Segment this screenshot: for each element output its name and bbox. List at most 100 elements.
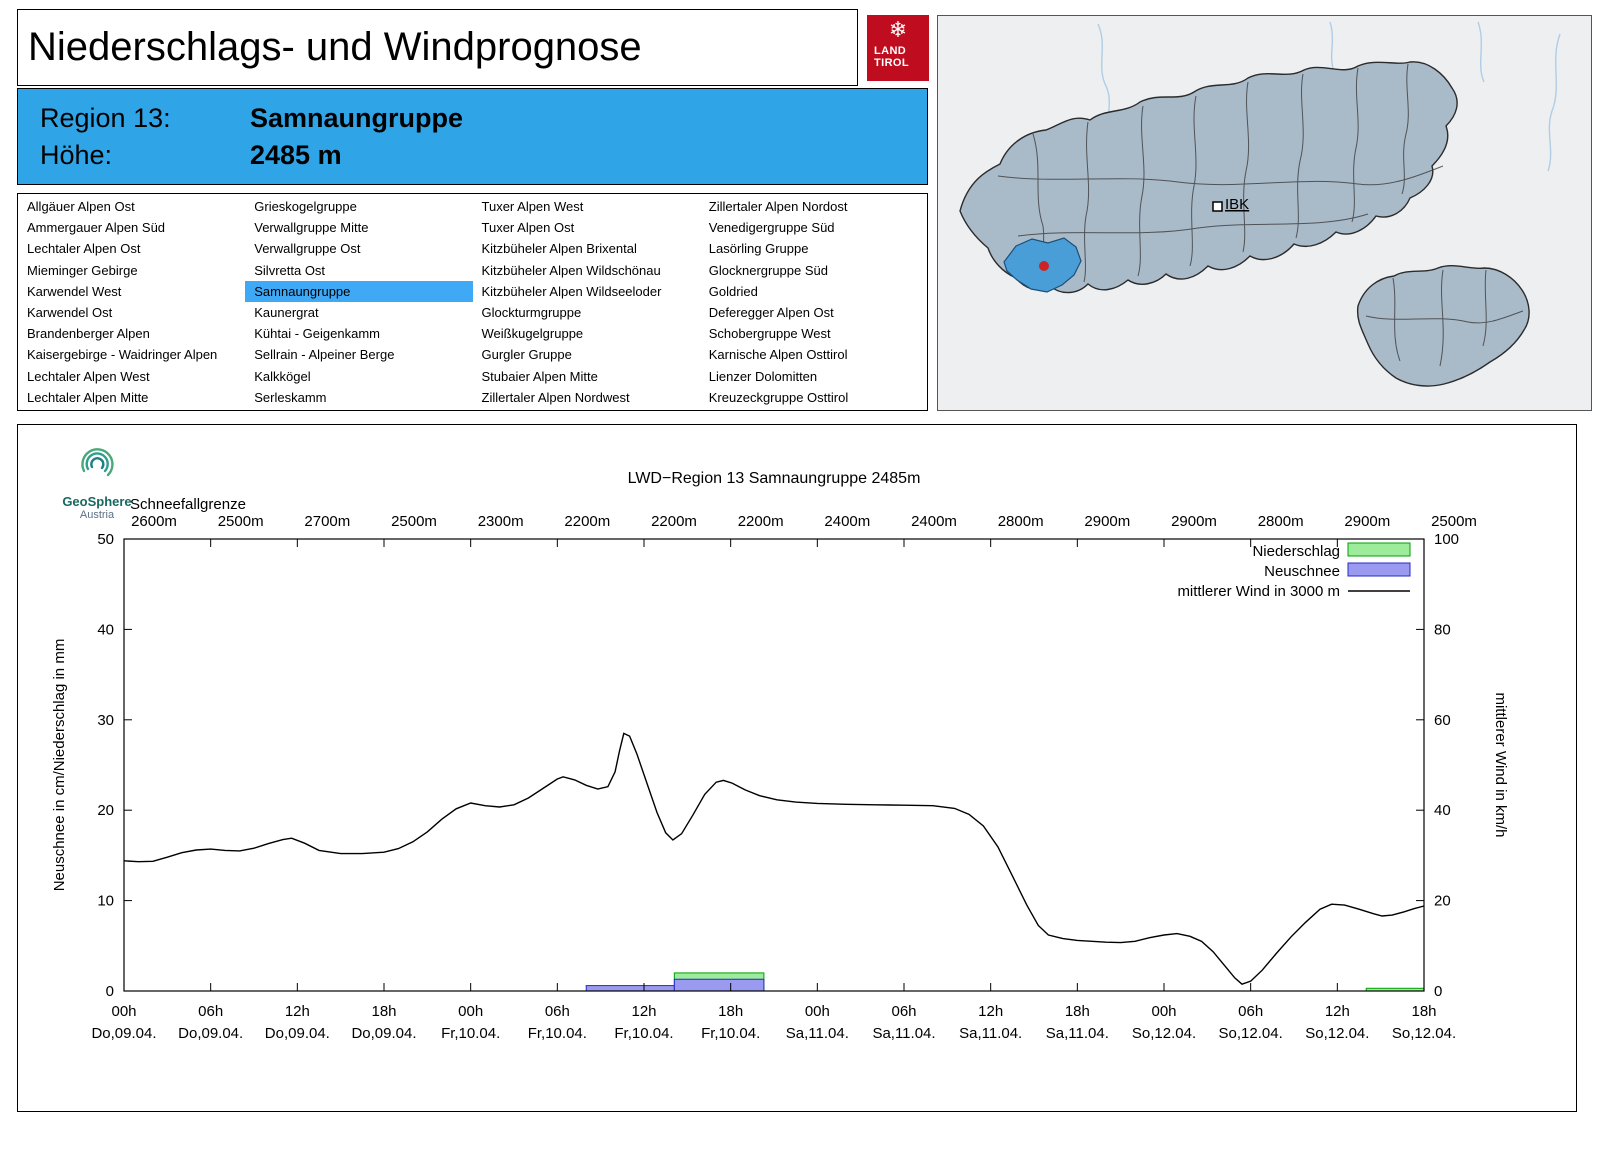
x-tick-date: Do,09.04. [265,1025,330,1042]
page-title: Niederschlags- und Windprognose [28,25,642,69]
x-tick-hour: 06h [1238,1003,1263,1020]
region-list-item[interactable]: Glockturmgruppe [481,305,582,321]
region-list-item[interactable]: Kitzbüheler Alpen Wildseeloder [481,283,662,299]
y-axis-label-left: Neuschnee in cm/Niederschlag in mm [51,639,68,892]
tirol-map-svg: IBK [938,16,1591,410]
region-list-item[interactable]: Deferegger Alpen Ost [708,305,834,321]
legend-swatch-neuschnee [1347,562,1411,577]
region-list-item[interactable]: Ammergauer Alpen Süd [27,220,166,236]
region-list-item[interactable]: Allgäuer Alpen Ost [27,199,135,215]
region-list-item[interactable]: Karwendel Ost [27,305,113,321]
neuschnee-bar [585,985,675,992]
region-list-item[interactable]: Lechtaler Alpen West [27,368,150,384]
region-list-item[interactable]: Schobergruppe West [708,326,831,342]
map-region-borders [997,63,1524,367]
x-tick-hour: 06h [545,1003,570,1020]
logo-line1: LAND [874,45,907,57]
region-list-item-selected[interactable]: Samnaungruppe [245,280,473,302]
region-list-item[interactable]: Kaisergebirge - Waidringer Alpen [27,347,218,363]
region-list-item[interactable]: Lechtaler Alpen Mitte [27,389,149,405]
region-list-item[interactable]: Tuxer Alpen West [481,199,584,215]
forecast-chart-svg: LWD−Region 13 Samnaungruppe 2485m Schneef… [51,470,1509,1042]
land-tirol-logo: ❄ LAND TIROL [867,15,929,81]
y-tick-left: 50 [97,531,114,548]
x-tick-date: So,12.04. [1305,1025,1369,1042]
region-list-item[interactable]: Karnische Alpen Osttirol [708,347,848,363]
tirol-map: IBK [937,15,1592,411]
x-tick-hour: 00h [805,1003,830,1020]
map-city-marker [1212,201,1223,212]
x-tick-hour: 00h [1151,1003,1176,1020]
snowline-value: 2500m [1431,513,1477,530]
snowline-value: 2400m [824,513,870,530]
region-list-item[interactable]: Kitzbüheler Alpen Brixental [481,241,637,257]
region-list-item[interactable]: Verwallgruppe Ost [254,241,361,257]
x-tick-hour: 18h [718,1003,743,1020]
y-tick-left: 40 [97,621,114,638]
snowline-value: 2700m [304,513,350,530]
snowline-value: 2900m [1084,513,1130,530]
region-list-item[interactable]: Lechtaler Alpen Ost [27,241,141,257]
region-list-item[interactable]: Kaunergrat [254,305,319,321]
snowline-value: 2300m [478,513,524,530]
y-tick-right: 20 [1434,893,1451,910]
region-label: Region 13: [40,103,171,133]
region-list-item[interactable]: Stubaier Alpen Mitte [481,368,598,384]
region-list-item[interactable]: Verwallgruppe Mitte [254,220,369,236]
y-axis-label-right: mittlerer Wind in km/h [1492,692,1509,837]
x-tick-date: Fr,10.04. [701,1025,760,1042]
region-list-item[interactable]: Kitzbüheler Alpen Wildschönau [481,262,661,278]
x-tick-date: Fr,10.04. [614,1025,673,1042]
x-tick-hour: 18h [1065,1003,1090,1020]
x-tick-hour: 00h [458,1003,483,1020]
x-tick-date: Fr,10.04. [528,1025,587,1042]
region-list-item[interactable]: Kalkkögel [254,368,311,384]
x-tick-hour: 12h [631,1003,656,1020]
region-list-item[interactable]: Kühtai - Geigenkamm [254,326,380,342]
snowline-value: 2200m [651,513,697,530]
region-list-item[interactable]: Venedigergruppe Süd [708,220,835,236]
snowline-value: 2900m [1171,513,1217,530]
x-tick-date: Do,09.04. [91,1025,156,1042]
plot-frame [123,538,1425,992]
altitude-value: 2485 m [250,140,342,170]
region-list-item[interactable]: Zillertaler Alpen Nordwest [481,389,630,405]
region-list-item[interactable]: Lienzer Dolomitten [708,368,818,384]
region-list-item[interactable]: Sellrain - Alpeiner Berge [254,347,395,363]
region-list-item[interactable]: Serleskamm [254,389,327,405]
region-list-item[interactable]: Tuxer Alpen Ost [481,220,575,236]
page-title-box: Niederschlags- und Windprognose [17,9,858,86]
region-list-item[interactable]: Zillertaler Alpen Nordost [708,199,848,215]
region-list-item[interactable]: Mieminger Gebirge [27,262,138,278]
y-tick-right: 60 [1434,712,1451,729]
x-tick-date: Fr,10.04. [441,1025,500,1042]
region-list-item[interactable]: Weißkugelgruppe [481,326,584,342]
region-list-item[interactable]: Glocknergruppe Süd [708,262,828,278]
legend-label: mittlerer Wind in 3000 m [1177,583,1340,600]
region-list-item[interactable]: Grieskogelgruppe [254,199,357,215]
snowline-value: 2600m [131,513,177,530]
region-list: Allgäuer Alpen Ost Ammergauer Alpen Süd Le… [17,193,928,411]
snowline-value: 2800m [1258,513,1304,530]
snowline-value: 2400m [911,513,957,530]
x-tick-hour: 12h [1325,1003,1350,1020]
snowline-value: 2200m [738,513,784,530]
x-tick-date: Sa,11.04. [786,1025,849,1042]
y-tick-left: 30 [97,712,114,729]
region-list-item[interactable]: Brandenberger Alpen [27,326,150,342]
region-list-item[interactable]: Silvretta Ost [254,262,326,278]
altitude-label: Höhe: [40,140,113,170]
map-city-label: IBK [1225,196,1249,213]
snowline-value: 2800m [998,513,1044,530]
x-tick-date: Sa,11.04. [1046,1025,1109,1042]
region-list-item[interactable]: Goldried [708,283,758,299]
region-list-item[interactable]: Gurgler Gruppe [481,347,572,363]
region-list-item[interactable]: Kreuzeckgruppe Osttirol [708,389,849,405]
snowline-value: 2500m [391,513,437,530]
x-tick-date: Do,09.04. [178,1025,243,1042]
y-tick-right: 80 [1434,621,1451,638]
map-station-dot [1039,261,1049,271]
region-list-item[interactable]: Karwendel West [27,283,122,299]
region-list-item[interactable]: Lasörling Gruppe [708,241,809,257]
forecast-chart-box: LWD−Region 13 Samnaungruppe 2485m Schneef… [17,424,1577,1112]
